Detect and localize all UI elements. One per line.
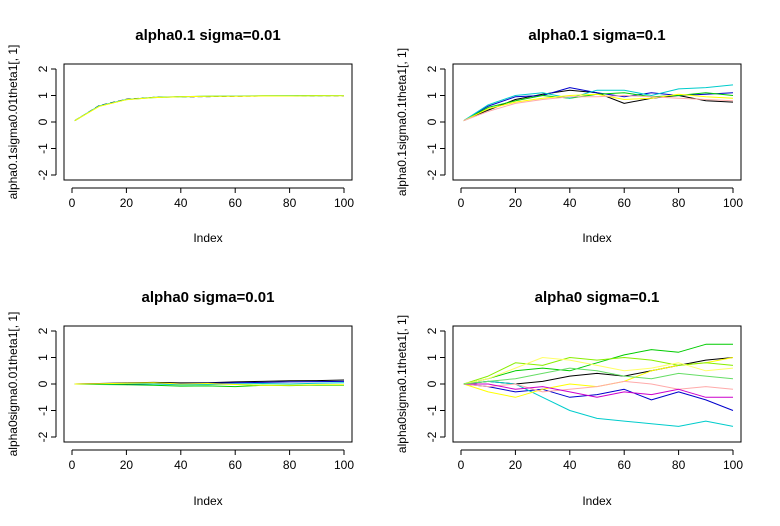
y-axis-label: alpha0sigma0.01theta1[, 1] — [6, 312, 20, 457]
plot-frame — [63, 325, 353, 443]
x-tick-label: 20 — [120, 458, 134, 472]
chart-title: alpha0 sigma=0.01 — [142, 289, 275, 306]
series-line-3 — [463, 343, 733, 385]
series-line-5 — [74, 382, 344, 386]
plot-frame — [452, 325, 742, 443]
series-line-8 — [463, 380, 734, 393]
series-line-5 — [463, 357, 734, 398]
x-tick-label: 80 — [672, 196, 686, 210]
x-tick-label: 80 — [672, 458, 686, 472]
x-tick-label: 60 — [229, 196, 243, 210]
series-line-2 — [74, 95, 344, 122]
y-tick-label: -2 — [36, 431, 50, 442]
x-tick-label: 100 — [334, 196, 354, 210]
x-tick-label: 0 — [458, 458, 465, 472]
series-line-7 — [463, 357, 734, 385]
series-line-1 — [74, 95, 344, 122]
y-tick-label: 0 — [425, 380, 439, 387]
y-tick-label: 2 — [36, 65, 50, 72]
series-line-2 — [463, 383, 734, 411]
y-tick-label: 2 — [425, 327, 439, 334]
series-line-4 — [463, 84, 734, 122]
y-tick-label: -2 — [425, 431, 439, 442]
x-tick-label: 20 — [509, 458, 523, 472]
series-line-10 — [463, 367, 734, 385]
chart-title: alpha0 sigma=0.1 — [535, 289, 660, 306]
y-axis-label: alpha0.1sigma0.1theta1[, 1] — [395, 48, 409, 196]
chart-title: alpha0.1 sigma=0.01 — [135, 27, 281, 44]
y-tick-label: -1 — [425, 143, 439, 154]
y-tick-label: 1 — [36, 92, 50, 99]
series-line-4 — [463, 380, 734, 427]
series-line-5 — [463, 93, 734, 122]
x-tick-label: 80 — [283, 458, 297, 472]
y-tick-label: -1 — [36, 143, 50, 154]
y-tick-label: -2 — [425, 169, 439, 180]
x-tick-label: 60 — [618, 458, 632, 472]
y-tick-label: 2 — [425, 65, 439, 72]
x-tick-label: 20 — [120, 196, 134, 210]
series-line-3 — [74, 95, 345, 122]
x-tick-label: 0 — [458, 196, 465, 210]
x-tick-label: 40 — [563, 458, 577, 472]
x-tick-label: 60 — [618, 196, 632, 210]
x-tick-label: 60 — [229, 458, 243, 472]
x-axis-label: Index — [193, 231, 222, 245]
x-tick-label: 100 — [723, 458, 743, 472]
chart-panel-4: alpha0 sigma=0.1 0 20 40 60 80 100 -2 -1 0 1 2 Index… — [395, 289, 743, 508]
y-tick-label: -1 — [36, 405, 50, 416]
y-tick-label: -2 — [36, 169, 50, 180]
y-tick-label: 0 — [36, 380, 50, 387]
y-tick-label: 1 — [425, 354, 439, 361]
chart-panel-3: alpha0 sigma=0.01 0 20 40 60 80 100 -2 -1 0 1 2 Inde… — [6, 289, 354, 508]
x-tick-label: 100 — [334, 458, 354, 472]
x-tick-label: 40 — [174, 196, 188, 210]
y-tick-label: 1 — [36, 354, 50, 361]
plot-frame — [452, 63, 742, 181]
chart-title: alpha0.1 sigma=0.1 — [528, 27, 665, 44]
chart-panel-1: alpha0.1 sigma=0.01 0 20 40 60 80 100 -2 -1 0 1 2 In… — [6, 27, 354, 245]
y-tick-label: 2 — [36, 327, 50, 334]
x-tick-label: 80 — [283, 196, 297, 210]
x-axis-label: Index — [582, 494, 611, 508]
x-tick-label: 0 — [69, 196, 76, 210]
y-axis-label: alpha0sigma0.1theta1[, 1] — [395, 315, 409, 453]
x-tick-label: 40 — [563, 196, 577, 210]
y-tick-label: 1 — [425, 92, 439, 99]
x-tick-label: 0 — [69, 458, 76, 472]
series-line-9 — [463, 383, 733, 398]
x-axis-label: Index — [582, 231, 611, 245]
y-tick-label: 0 — [36, 118, 50, 125]
y-axis-label: alpha0.1sigma0.01theta1[, 1] — [6, 45, 20, 200]
series-line-6 — [463, 95, 734, 122]
y-tick-label: -1 — [425, 405, 439, 416]
x-axis-label: Index — [193, 494, 222, 508]
plot-frame — [63, 63, 353, 181]
x-tick-label: 20 — [509, 196, 523, 210]
series-line-4 — [74, 95, 344, 122]
chart-panel-2: alpha0.1 sigma=0.1 0 20 40 60 80 100 -2 -1 0 1 2 Ind… — [395, 27, 743, 245]
x-tick-label: 100 — [723, 196, 743, 210]
x-tick-label: 40 — [174, 458, 188, 472]
series-line-6 — [463, 357, 734, 385]
y-tick-label: 0 — [425, 118, 439, 125]
